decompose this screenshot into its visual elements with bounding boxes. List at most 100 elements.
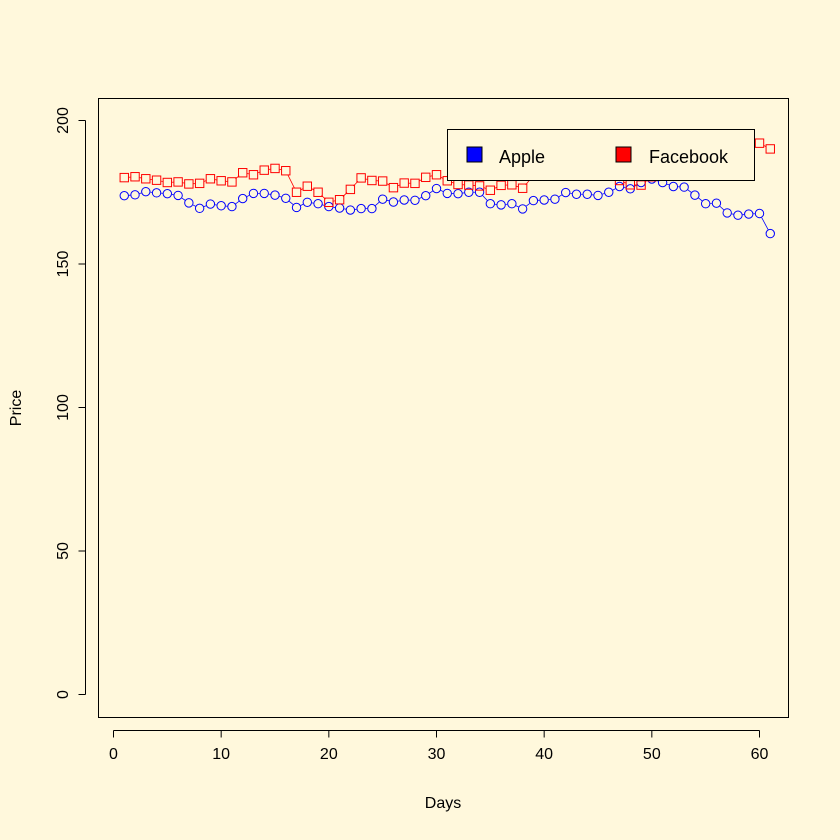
data-point-apple — [141, 186, 151, 197]
data-point-apple — [259, 188, 269, 199]
data-point-facebook — [151, 175, 162, 185]
data-point-apple — [270, 190, 280, 200]
data-point-apple — [668, 181, 679, 192]
data-point-apple — [571, 189, 582, 199]
y-tick-label: 0 — [55, 690, 72, 699]
x-tick-label: 10 — [212, 746, 230, 763]
data-point-apple — [194, 203, 205, 214]
y-tick-label: 150 — [55, 251, 72, 278]
x-axis-title: Days — [425, 795, 461, 812]
data-point-facebook — [141, 174, 151, 184]
data-point-apple — [281, 193, 291, 203]
data-point-apple — [690, 190, 700, 200]
data-point-apple — [356, 203, 366, 214]
data-point-apple — [733, 210, 743, 220]
data-point-facebook — [388, 182, 399, 193]
data-point-facebook — [410, 178, 420, 189]
y-axis: 0 50 100 150 200 — [55, 107, 86, 699]
data-point-apple — [604, 187, 614, 197]
data-point-facebook — [270, 163, 280, 174]
y-tick-label: 100 — [55, 394, 72, 421]
series-line-apple — [128, 180, 769, 230]
data-point-apple — [334, 203, 345, 213]
data-point-apple — [464, 187, 474, 197]
data-point-facebook — [474, 181, 485, 191]
data-point-facebook — [194, 178, 205, 189]
data-point-apple — [453, 188, 463, 199]
data-point-apple — [388, 197, 399, 207]
data-point-apple — [302, 197, 312, 207]
data-point-apple — [561, 187, 571, 198]
data-point-apple — [238, 193, 248, 204]
data-point-facebook — [517, 183, 528, 193]
data-point-apple — [517, 204, 528, 214]
data-point-facebook — [345, 184, 356, 195]
y-tick-label: 50 — [55, 542, 72, 560]
x-tick-label: 20 — [320, 746, 338, 763]
data-point-apple — [539, 195, 549, 205]
data-point-apple — [496, 200, 506, 210]
data-point-apple — [442, 188, 452, 199]
data-point-apple — [528, 195, 539, 206]
data-point-facebook — [313, 187, 323, 197]
legend-swatch-facebook — [615, 146, 632, 163]
data-point-apple — [711, 198, 722, 208]
data-point-apple — [162, 188, 173, 199]
data-point-facebook — [248, 170, 259, 180]
data-point-apple — [744, 209, 754, 219]
legend-swatch-apple — [466, 146, 483, 163]
x-tick-label: 30 — [428, 746, 446, 763]
data-point-facebook — [302, 181, 313, 191]
plot-frame — [98, 98, 789, 718]
data-point-apple — [700, 199, 711, 209]
data-point-apple — [421, 190, 431, 201]
data-point-apple — [754, 208, 765, 219]
data-point-facebook — [205, 174, 216, 184]
data-point-facebook — [334, 195, 345, 205]
x-tick-label: 60 — [751, 746, 769, 763]
data-point-facebook — [377, 176, 388, 186]
data-point-facebook — [356, 173, 366, 183]
data-point-apple — [474, 187, 485, 197]
data-point-apple — [173, 190, 183, 201]
data-point-apple — [313, 199, 323, 209]
data-point-facebook — [367, 175, 377, 186]
data-point-apple — [722, 208, 732, 218]
series-apple — [119, 174, 775, 239]
data-point-facebook — [259, 165, 269, 175]
data-point-facebook — [399, 178, 409, 188]
data-point-apple — [507, 199, 517, 209]
data-point-facebook — [238, 168, 248, 178]
data-point-apple — [679, 182, 689, 192]
data-point-facebook — [216, 176, 226, 186]
data-point-facebook — [485, 185, 496, 195]
legend-label-apple: Apple — [499, 147, 545, 167]
x-axis: 0 10 20 30 40 50 60 — [109, 730, 769, 763]
data-point-apple — [184, 198, 194, 208]
data-point-apple — [205, 199, 216, 209]
data-point-facebook — [421, 172, 431, 183]
data-point-apple — [119, 190, 129, 201]
data-point-facebook — [184, 179, 194, 189]
data-point-apple — [410, 195, 420, 205]
data-point-apple — [431, 183, 442, 194]
x-tick-label: 40 — [535, 746, 553, 763]
data-point-facebook — [291, 187, 302, 197]
data-point-facebook — [227, 177, 237, 187]
data-point-apple — [377, 194, 388, 204]
data-point-facebook — [765, 144, 775, 154]
data-point-apple — [151, 188, 162, 198]
data-point-apple — [291, 202, 302, 213]
x-tick-label: 50 — [643, 746, 661, 763]
data-point-apple — [485, 199, 496, 209]
data-point-apple — [216, 201, 226, 211]
data-point-apple — [582, 189, 592, 199]
data-point-facebook — [119, 172, 129, 183]
data-point-apple — [248, 188, 259, 199]
data-point-facebook — [173, 177, 183, 187]
data-point-facebook — [130, 172, 140, 182]
data-point-facebook — [431, 170, 442, 180]
data-point-facebook — [507, 180, 517, 190]
y-tick-label: 200 — [55, 107, 72, 134]
data-point-facebook — [496, 180, 506, 191]
